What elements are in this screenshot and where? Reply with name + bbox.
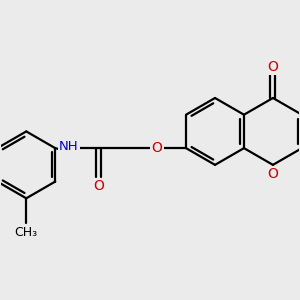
Text: O: O [268, 60, 278, 74]
Text: O: O [93, 179, 104, 193]
Text: O: O [152, 141, 162, 155]
Text: NH: NH [59, 140, 79, 153]
Text: CH₃: CH₃ [15, 226, 38, 239]
Text: O: O [268, 167, 278, 181]
